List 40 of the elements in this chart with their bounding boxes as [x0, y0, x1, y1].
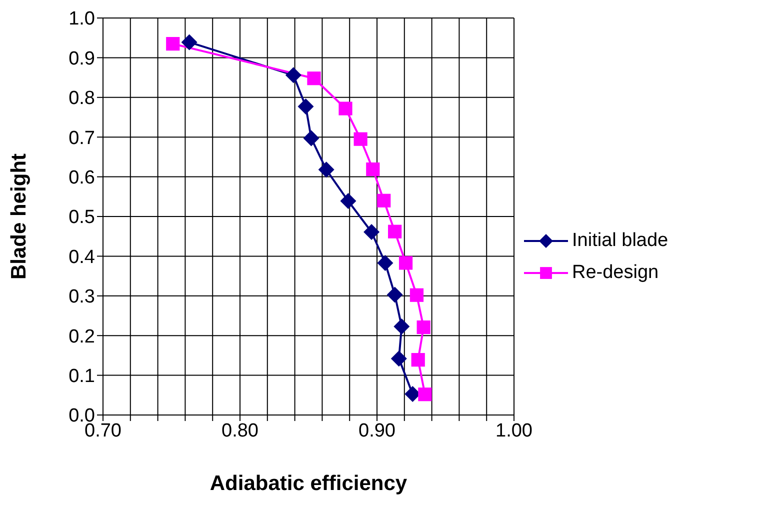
x-axis-title: Adiabatic efficiency [210, 472, 408, 495]
y-tick-label: 1.0 [68, 8, 95, 30]
point [338, 102, 352, 116]
point [394, 318, 410, 334]
point [166, 37, 180, 51]
legend-label: Re-design [572, 262, 659, 284]
y-axis-title: Blade height [7, 153, 30, 280]
point [298, 98, 314, 115]
point [354, 132, 368, 146]
x-tick-label: 0.90 [358, 420, 396, 442]
point [340, 193, 356, 210]
y-tick-label: 0.4 [68, 246, 96, 268]
point [418, 388, 432, 402]
y-tick-label: 0.8 [68, 88, 95, 110]
point [398, 256, 413, 270]
point [377, 194, 391, 208]
point [388, 224, 402, 238]
y-tick-label: 0.7 [68, 128, 95, 149]
point [285, 67, 302, 84]
x-tick-label: 0.80 [222, 420, 258, 442]
point [390, 350, 407, 367]
point [377, 254, 394, 271]
point [411, 353, 425, 367]
y-tick-label: 0.1 [68, 366, 95, 388]
point [416, 320, 430, 334]
point [410, 288, 424, 302]
y-tick-label: 0.3 [68, 286, 95, 308]
y-tick-label: 0.9 [68, 48, 95, 70]
y-tick-label: 0.2 [68, 326, 95, 348]
x-tick-label: 1.00 [496, 420, 532, 442]
y-tick-label: 0.6 [68, 168, 95, 189]
point [386, 286, 403, 303]
point [366, 162, 380, 176]
point [307, 72, 321, 86]
point [181, 34, 198, 50]
legend-label: Initial blade [572, 230, 668, 252]
point [318, 162, 334, 178]
point [364, 224, 380, 240]
y-tick-label: 0.5 [68, 207, 95, 228]
point [303, 130, 320, 146]
